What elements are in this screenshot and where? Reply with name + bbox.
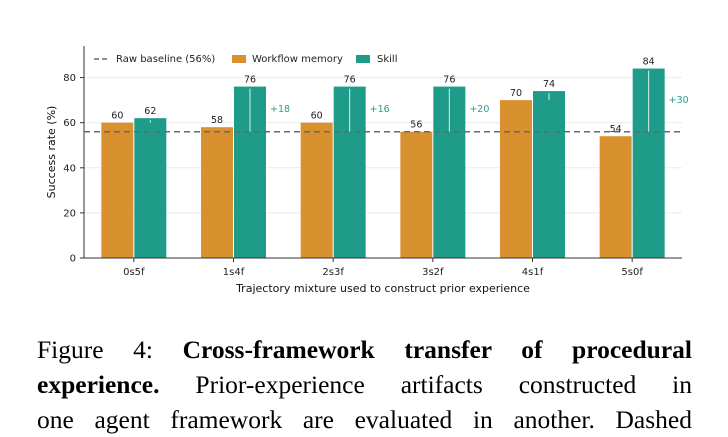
value-label-skill: 62 xyxy=(144,106,156,117)
value-label-workflow: 56 xyxy=(410,120,422,131)
x-tick-label: 3s2f xyxy=(422,267,444,278)
value-label-skill: 84 xyxy=(643,57,655,68)
legend: Raw baseline (56%) Workflow memory Skill xyxy=(94,54,397,65)
value-label-skill: 76 xyxy=(244,75,256,86)
y-tick-label: 60 xyxy=(63,118,76,129)
legend-baseline-label: Raw baseline (56%) xyxy=(116,54,215,65)
value-label-skill: 76 xyxy=(344,75,356,86)
value-label-skill: 74 xyxy=(543,79,555,90)
x-tick-label: 0s5f xyxy=(123,267,145,278)
caption-line-1: Figure 4: Cross-framework transfer of pr… xyxy=(37,332,692,367)
y-tick-label: 40 xyxy=(63,163,76,174)
caption-line-2: experience. Prior-experience artifacts c… xyxy=(37,367,692,402)
y-axis-label: Success rate (%) xyxy=(45,106,58,199)
caption-title-part-1: Cross-framework transfer of procedural xyxy=(182,335,693,364)
value-label-workflow: 70 xyxy=(510,88,522,99)
bar-workflow-0s5f xyxy=(101,122,134,259)
delta-label: +20 xyxy=(469,104,489,115)
bar-workflow-3s2f xyxy=(400,131,433,258)
value-label-skill: 76 xyxy=(443,75,455,86)
delta-label: +30 xyxy=(669,95,689,106)
bar-skill-0s5f xyxy=(134,118,167,258)
bar-workflow-1s4f xyxy=(201,127,233,258)
legend-workflow-swatch xyxy=(232,55,246,63)
bar-skill-4s1f xyxy=(533,91,565,258)
bar-chart: 0 20 40 60 80 0s5f 1s4f 2s3f 3s2f 4s1f 5s0f Succe… xyxy=(45,46,689,295)
y-tick-label: 20 xyxy=(63,208,76,219)
x-tick-label: 2s3f xyxy=(322,267,344,278)
caption-text-part-1: Prior-experience artifacts constructed i… xyxy=(195,370,692,399)
caption-line-3: one agent framework are evaluated in ano… xyxy=(37,405,692,434)
y-tick-label: 0 xyxy=(70,254,76,265)
delta-label: +16 xyxy=(370,104,390,115)
bar-workflow-2s3f xyxy=(300,122,333,259)
y-tick-labels: 0 20 40 60 80 xyxy=(63,73,84,265)
x-tick-label: 4s1f xyxy=(522,267,544,278)
y-tick-label: 80 xyxy=(63,73,76,84)
delta-label: +18 xyxy=(270,104,290,115)
x-axis-label: Trajectory mixture used to construct pri… xyxy=(235,282,530,295)
caption-title-part-2: experience. xyxy=(37,370,160,399)
caption-label: Figure 4: xyxy=(37,335,153,364)
value-label-workflow: 60 xyxy=(111,111,123,122)
value-labels: 60 62 58 76 +18 60 76 +16 56 76 +20 70 74 54 84 +30 xyxy=(111,57,688,136)
bars xyxy=(101,68,665,259)
legend-skill-swatch xyxy=(356,55,370,63)
bar-workflow-5s0f xyxy=(599,136,632,258)
x-tick-label: 1s4f xyxy=(223,267,245,278)
x-tick-label: 5s0f xyxy=(621,267,643,278)
value-label-workflow: 54 xyxy=(610,124,622,135)
figure-caption: Figure 4: Cross-framework transfer of pr… xyxy=(37,332,692,437)
axes xyxy=(83,46,682,259)
bar-workflow-4s1f xyxy=(500,100,532,259)
legend-skill-label: Skill xyxy=(377,54,397,65)
value-label-workflow: 58 xyxy=(211,115,223,126)
legend-workflow-label: Workflow memory xyxy=(252,54,343,65)
value-label-workflow: 60 xyxy=(311,111,323,122)
x-tick-labels: 0s5f 1s4f 2s3f 3s2f 4s1f 5s0f xyxy=(123,258,643,278)
